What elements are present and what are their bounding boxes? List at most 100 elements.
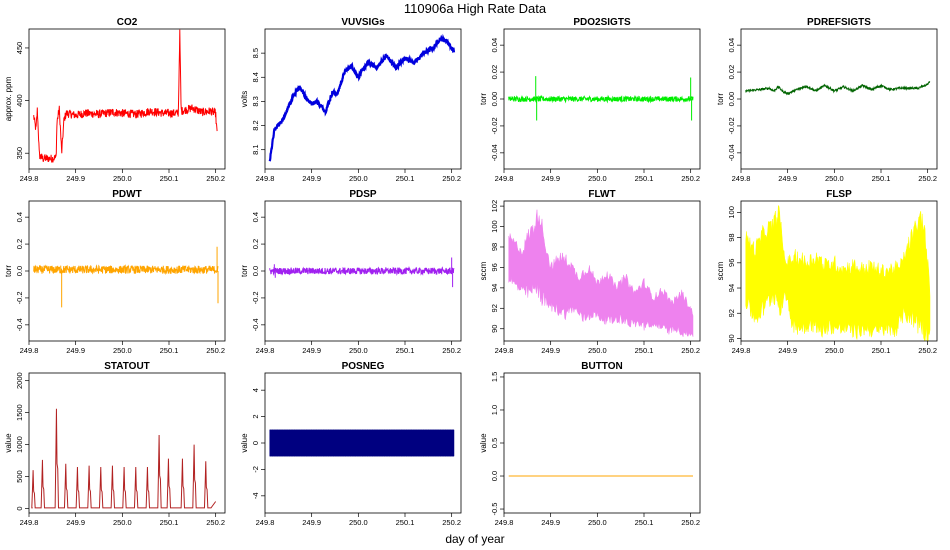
y-axis-label: value [4,433,13,453]
y-tick-label: -4 [251,492,260,499]
x-tick-label: 249.8 [732,346,751,355]
x-tick-label: 250.1 [396,518,415,527]
panel-statout: STATOUT 249.8 249.9 250.0 250.1 250.2 0 500 1000… [4,361,226,527]
y-axis-label: torr [240,265,249,277]
y-axis-label: sccm [479,261,488,280]
figure-title: 110906a High Rate Data [404,1,547,16]
y-tick-label: 96 [727,259,736,267]
y-tick-label: 8.3 [251,96,260,106]
y-tick-label: 350 [15,147,24,160]
panel-title: FLWT [588,189,615,200]
y-tick-label: 8.4 [251,72,260,82]
series-pdo2sigts [508,94,694,104]
y-tick-label: 90 [490,325,499,333]
x-tick-label: 250.0 [349,174,368,183]
x-tick-label: 250.1 [160,518,179,527]
y-tick-label: 96 [490,263,499,271]
y-tick-label: -0.5 [490,503,499,516]
y-tick-label: 0.0 [490,471,499,481]
x-tick-label: 250.2 [442,174,461,183]
panel-frame [740,200,938,342]
panel-vuvsigs: VUVSIGs 249.8 249.9 250.0 250.1 250.2 8.1 8.2 8.… [240,17,462,183]
y-tick-label: 8.5 [251,48,260,58]
x-tick-label: 249.9 [541,346,560,355]
x-tick-label: 249.9 [66,518,85,527]
y-axis-label: torr [4,265,13,277]
x-tick-label: 250.1 [635,346,654,355]
x-tick-label: 250.2 [206,346,225,355]
x-tick-label: 250.0 [113,518,132,527]
y-tick-label: 92 [490,304,499,312]
x-tick-label: 250.0 [349,346,368,355]
series-co2 [33,29,218,163]
x-tick-label: 249.9 [541,518,560,527]
series-pdsp [269,265,455,277]
series-statout [31,408,217,509]
x-tick-label: 249.8 [732,174,751,183]
panel-title: CO2 [117,17,138,28]
x-tick-label: 249.9 [66,174,85,183]
y-tick-label: 0.00 [490,92,499,107]
y-tick-label: 98 [727,233,736,241]
panel-co2: CO2 249.8 249.9 250.0 250.1 250.2 350 400 450 app… [4,17,226,183]
y-tick-label: 2 [251,414,260,418]
y-tick-label: 0 [251,441,260,445]
panel-title: BUTTON [581,361,622,372]
y-tick-label: 0.02 [490,65,499,80]
y-tick-label: 0 [15,506,24,510]
y-tick-label: 0.2 [15,239,24,249]
panel-title: STATOUT [104,361,150,372]
y-axis-label: sccm [716,261,725,280]
plot-area [508,209,694,338]
y-tick-label: 0.04 [727,38,736,53]
y-tick-label: 0.04 [490,38,499,53]
x-tick-label: 249.9 [302,346,321,355]
plot-area [31,408,217,509]
y-axis-label: torr [479,93,488,105]
y-tick-label: 102 [490,200,499,213]
y-tick-label: 1500 [15,404,24,421]
x-tick-label: 249.9 [778,174,797,183]
x-tick-label: 250.1 [396,174,415,183]
x-tick-label: 250.2 [681,518,700,527]
x-tick-label: 250.1 [872,346,891,355]
plot-area [745,81,931,96]
x-tick-label: 249.8 [495,346,514,355]
y-tick-label: 450 [15,42,24,55]
y-tick-label: 98 [490,243,499,251]
x-tick-label: 249.8 [20,174,39,183]
x-tick-label: 250.0 [349,518,368,527]
y-tick-label: 8.1 [251,144,260,154]
series-pdsp-spikes [273,257,454,288]
series-pdwt [33,264,219,275]
x-tick-label: 249.9 [541,174,560,183]
series-pdrefsigts [745,81,931,96]
y-axis-label: volts [240,91,249,107]
plot-area [33,29,218,163]
x-tick-label: 249.8 [20,518,39,527]
series-posneg-band [269,429,455,457]
x-tick-label: 249.8 [495,174,514,183]
y-tick-label: -0.02 [727,117,736,134]
x-tick-label: 250.0 [113,346,132,355]
panel-title: POSNEG [342,361,385,372]
y-axis-label: torr [716,93,725,105]
x-tick-label: 250.2 [206,174,225,183]
y-tick-label: 2000 [15,372,24,389]
y-tick-label: 90 [727,334,736,342]
y-tick-label: 1.0 [490,405,499,415]
panel-frame [28,28,226,170]
plot-area [508,76,694,121]
y-tick-label: -2 [251,466,260,473]
panel-frame [264,28,462,170]
x-tick-label: 250.2 [681,174,700,183]
x-tick-label: 250.1 [872,174,891,183]
panel-posneg: POSNEG 249.8 249.9 250.0 250.1 250.2 -4 -2 0 2 4 va… [240,361,462,527]
panel-frame [28,372,226,514]
y-tick-label: -0.2 [15,291,24,304]
x-tick-label: 250.0 [588,174,607,183]
x-tick-label: 250.1 [635,518,654,527]
x-tick-label: 249.9 [778,346,797,355]
y-tick-label: -0.4 [15,318,24,331]
